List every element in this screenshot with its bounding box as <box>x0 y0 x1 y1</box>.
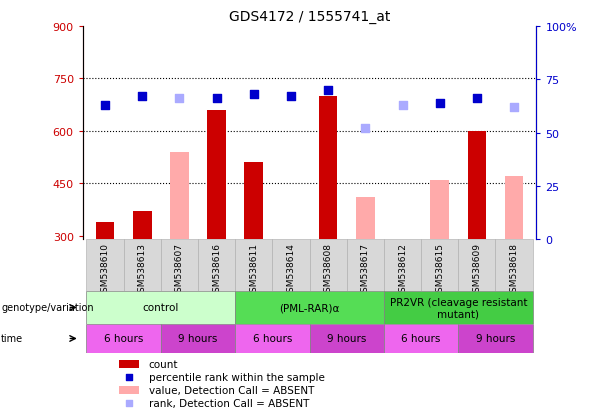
Bar <box>356 198 375 240</box>
Text: 6 hours: 6 hours <box>402 334 441 344</box>
Text: GSM538614: GSM538614 <box>286 242 295 297</box>
Bar <box>207 111 226 240</box>
Text: GSM538607: GSM538607 <box>175 242 184 297</box>
Text: percentile rank within the sample: percentile rank within the sample <box>148 372 324 382</box>
Bar <box>384 324 459 353</box>
Text: 9 hours: 9 hours <box>476 334 515 344</box>
Point <box>100 102 110 109</box>
Point <box>124 373 134 380</box>
Bar <box>347 240 384 291</box>
Bar <box>310 240 347 291</box>
Text: 9 hours: 9 hours <box>178 334 218 344</box>
Point <box>360 126 370 132</box>
Point <box>211 96 221 102</box>
Bar <box>245 163 263 240</box>
Bar <box>310 324 384 353</box>
Text: GSM538613: GSM538613 <box>138 242 147 297</box>
Point <box>435 100 444 107</box>
Text: 6 hours: 6 hours <box>104 334 143 344</box>
Bar <box>198 240 235 291</box>
Point <box>175 96 185 102</box>
Bar <box>504 177 524 240</box>
Text: count: count <box>148 359 178 369</box>
Text: genotype/variation: genotype/variation <box>1 303 94 313</box>
Bar <box>235 324 310 353</box>
Bar <box>319 97 337 240</box>
Bar <box>235 291 384 324</box>
Bar <box>161 240 198 291</box>
Bar <box>459 240 495 291</box>
Title: GDS4172 / 1555741_at: GDS4172 / 1555741_at <box>229 10 390 24</box>
Point <box>323 87 333 94</box>
Bar <box>459 324 533 353</box>
Bar <box>96 222 115 240</box>
Bar <box>124 240 161 291</box>
Point <box>124 400 134 406</box>
Point <box>398 102 408 109</box>
Text: GSM538610: GSM538610 <box>101 242 110 297</box>
Bar <box>119 386 140 394</box>
Bar <box>468 131 486 240</box>
Bar <box>272 240 310 291</box>
Bar <box>161 324 235 353</box>
Text: value, Detection Call = ABSENT: value, Detection Call = ABSENT <box>148 385 314 395</box>
Bar <box>86 324 161 353</box>
Bar <box>430 180 449 240</box>
Text: 9 hours: 9 hours <box>327 334 367 344</box>
Bar <box>119 360 140 368</box>
Text: GSM538615: GSM538615 <box>435 242 444 297</box>
Text: GSM538609: GSM538609 <box>473 242 481 297</box>
Point <box>472 96 482 102</box>
Point <box>509 104 519 111</box>
Bar <box>384 240 421 291</box>
Bar <box>235 240 272 291</box>
Text: control: control <box>143 303 179 313</box>
Text: PR2VR (cleavage resistant
mutant): PR2VR (cleavage resistant mutant) <box>389 297 527 318</box>
Text: GSM538612: GSM538612 <box>398 242 407 297</box>
Bar <box>86 291 235 324</box>
Point <box>286 94 296 100</box>
Text: GSM538618: GSM538618 <box>509 242 519 297</box>
Bar <box>495 240 533 291</box>
Text: GSM538617: GSM538617 <box>361 242 370 297</box>
Text: rank, Detection Call = ABSENT: rank, Detection Call = ABSENT <box>148 398 309 408</box>
Bar <box>384 291 533 324</box>
Text: GSM538611: GSM538611 <box>249 242 258 297</box>
Text: time: time <box>1 334 23 344</box>
Text: GSM538616: GSM538616 <box>212 242 221 297</box>
Text: GSM538608: GSM538608 <box>324 242 333 297</box>
Text: 6 hours: 6 hours <box>253 334 292 344</box>
Bar <box>421 240 459 291</box>
Point <box>249 92 259 98</box>
Bar <box>170 152 189 240</box>
Text: (PML-RAR)α: (PML-RAR)α <box>280 303 340 313</box>
Bar <box>133 211 151 240</box>
Bar <box>86 240 124 291</box>
Point <box>137 94 147 100</box>
